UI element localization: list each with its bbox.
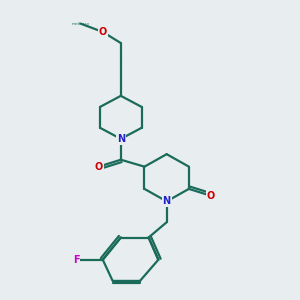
Text: methoxy: methoxy: [71, 22, 90, 26]
Text: O: O: [99, 27, 107, 37]
Text: O: O: [207, 191, 215, 201]
Text: N: N: [117, 134, 125, 144]
Text: O: O: [94, 162, 103, 172]
Text: F: F: [73, 255, 80, 265]
Text: N: N: [163, 196, 171, 206]
